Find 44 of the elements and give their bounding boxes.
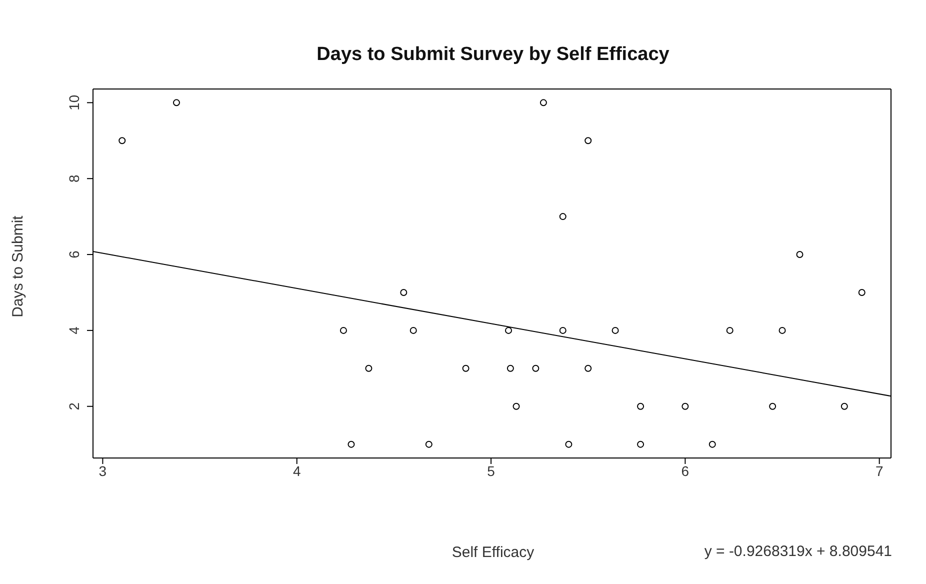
point	[584, 137, 592, 144]
point	[425, 440, 432, 448]
x-tick-label: 5	[487, 462, 496, 479]
y-tick-label: 10	[66, 94, 82, 110]
point	[559, 213, 566, 220]
point	[584, 364, 592, 372]
point	[512, 402, 520, 410]
point	[778, 326, 786, 334]
point	[840, 402, 848, 410]
point	[858, 288, 866, 296]
x-axis-title: Self Efficacy	[450, 544, 536, 561]
point	[565, 440, 572, 448]
y-tick-label: 6	[66, 250, 82, 258]
point	[365, 364, 372, 372]
y-tick-label: 8	[66, 174, 82, 182]
x-tick-label: 4	[292, 462, 301, 479]
point	[348, 440, 355, 448]
point	[340, 326, 347, 334]
point	[708, 440, 716, 448]
point	[410, 326, 417, 334]
point	[559, 326, 566, 334]
point	[506, 364, 514, 372]
y-axis-title: Days to Submit	[10, 215, 26, 317]
x-tick-label: 3	[98, 462, 107, 479]
point	[172, 99, 180, 106]
point	[769, 402, 776, 410]
point	[612, 326, 619, 334]
point	[118, 137, 126, 144]
point	[505, 326, 512, 334]
point	[400, 288, 408, 296]
point	[462, 364, 470, 372]
x-tick-label: 7	[875, 462, 884, 479]
point	[540, 99, 547, 106]
x-tick-label: 6	[681, 462, 690, 479]
chart-title: Days to Submit Survey by Self Efficacy	[316, 44, 670, 66]
point	[682, 402, 689, 410]
text: y = -0.9268319x + 8.809541	[704, 543, 892, 560]
point	[726, 326, 734, 334]
point	[532, 364, 540, 372]
y-tick-label: 2	[66, 402, 82, 410]
point	[796, 251, 804, 258]
y-tick-label: 4	[66, 326, 82, 334]
point	[637, 402, 644, 410]
point	[637, 440, 644, 448]
